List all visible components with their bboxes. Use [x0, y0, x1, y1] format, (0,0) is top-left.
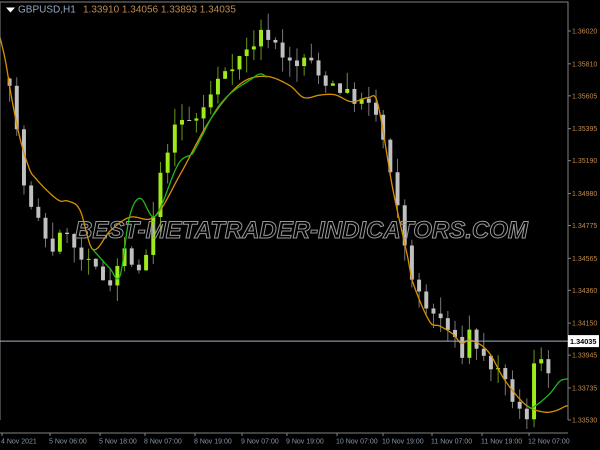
svg-text:1.33735: 1.33735 [572, 385, 597, 392]
svg-text:1.34360: 1.34360 [572, 288, 597, 295]
svg-text:8 Nov 19:00: 8 Nov 19:00 [194, 439, 232, 446]
svg-text:BEST-METATRADER-INDICATORS.COM: BEST-METATRADER-INDICATORS.COM [75, 217, 529, 244]
svg-text:9 Nov 19:00: 9 Nov 19:00 [286, 439, 324, 446]
svg-text:1.35605: 1.35605 [572, 93, 597, 100]
svg-text:11 Nov 19:00: 11 Nov 19:00 [481, 439, 522, 446]
svg-text:1.34980: 1.34980 [572, 191, 597, 198]
svg-text:1.33910 1.34056 1.33893 1.3403: 1.33910 1.34056 1.33893 1.34035 [83, 5, 236, 16]
svg-text:1.34035: 1.34035 [570, 337, 596, 346]
svg-text:1.35190: 1.35190 [572, 158, 597, 165]
svg-text:1.35810: 1.35810 [572, 61, 597, 68]
svg-text:10 Nov 07:00: 10 Nov 07:00 [336, 439, 378, 446]
svg-text:1.36020: 1.36020 [572, 29, 597, 36]
svg-text:GBPUSD,H1: GBPUSD,H1 [18, 5, 76, 16]
svg-text:5 Nov 06:00: 5 Nov 06:00 [49, 439, 87, 446]
svg-text:5 Nov 18:00: 5 Nov 18:00 [99, 439, 137, 446]
svg-text:1.34150: 1.34150 [572, 321, 597, 328]
svg-text:1.33945: 1.33945 [572, 353, 597, 360]
svg-text:10 Nov 19:00: 10 Nov 19:00 [382, 439, 424, 446]
svg-text:9 Nov 07:00: 9 Nov 07:00 [241, 439, 279, 446]
svg-text:1.33530: 1.33530 [572, 418, 597, 425]
svg-text:1.34565: 1.34565 [572, 256, 597, 263]
svg-text:12 Nov 07:00: 12 Nov 07:00 [528, 439, 570, 446]
svg-text:11 Nov 07:00: 11 Nov 07:00 [431, 439, 472, 446]
svg-text:4 Nov 2021: 4 Nov 2021 [1, 439, 37, 446]
svg-text:1.35395: 1.35395 [572, 126, 597, 133]
svg-text:8 Nov 07:00: 8 Nov 07:00 [144, 439, 182, 446]
svg-text:1.34775: 1.34775 [572, 223, 597, 230]
